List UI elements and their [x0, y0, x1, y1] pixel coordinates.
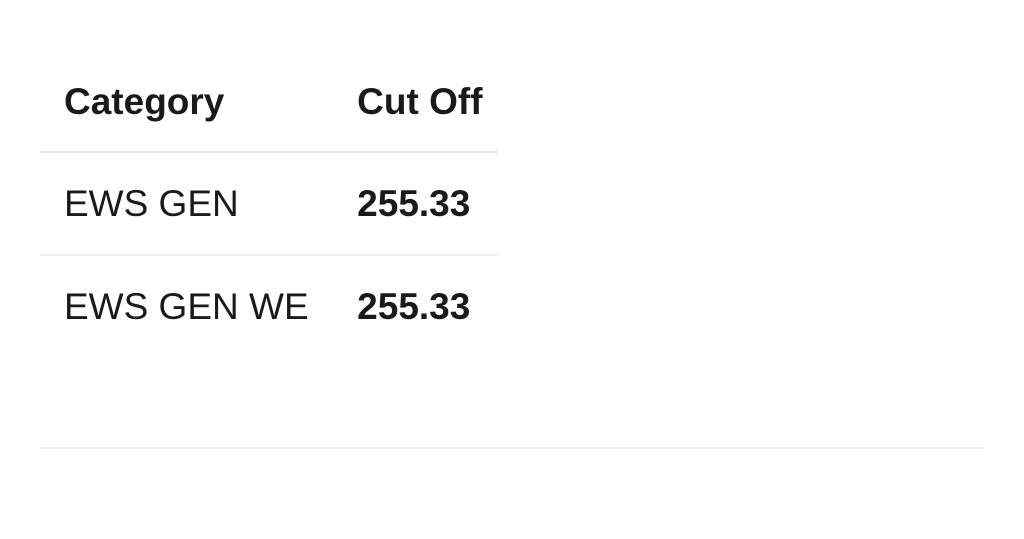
- cutoff-cell: 255.33: [357, 285, 471, 327]
- header-cutoff: Cut Off: [337, 52, 498, 153]
- table-row: EWS GEN 255.33: [40, 152, 498, 256]
- cutoff-table: Category Cut Off EWS GEN 255.33 EWS GEN …: [40, 52, 498, 357]
- divider: [40, 447, 984, 449]
- table-row: EWS GEN WE 255.33: [40, 255, 498, 357]
- category-cell: EWS GEN WE: [64, 285, 309, 327]
- table-header: Category Cut Off: [40, 52, 498, 153]
- category-cell: EWS GEN: [40, 152, 338, 256]
- cutoff-cell: 255.33: [337, 152, 498, 256]
- header-category: Category: [40, 52, 338, 153]
